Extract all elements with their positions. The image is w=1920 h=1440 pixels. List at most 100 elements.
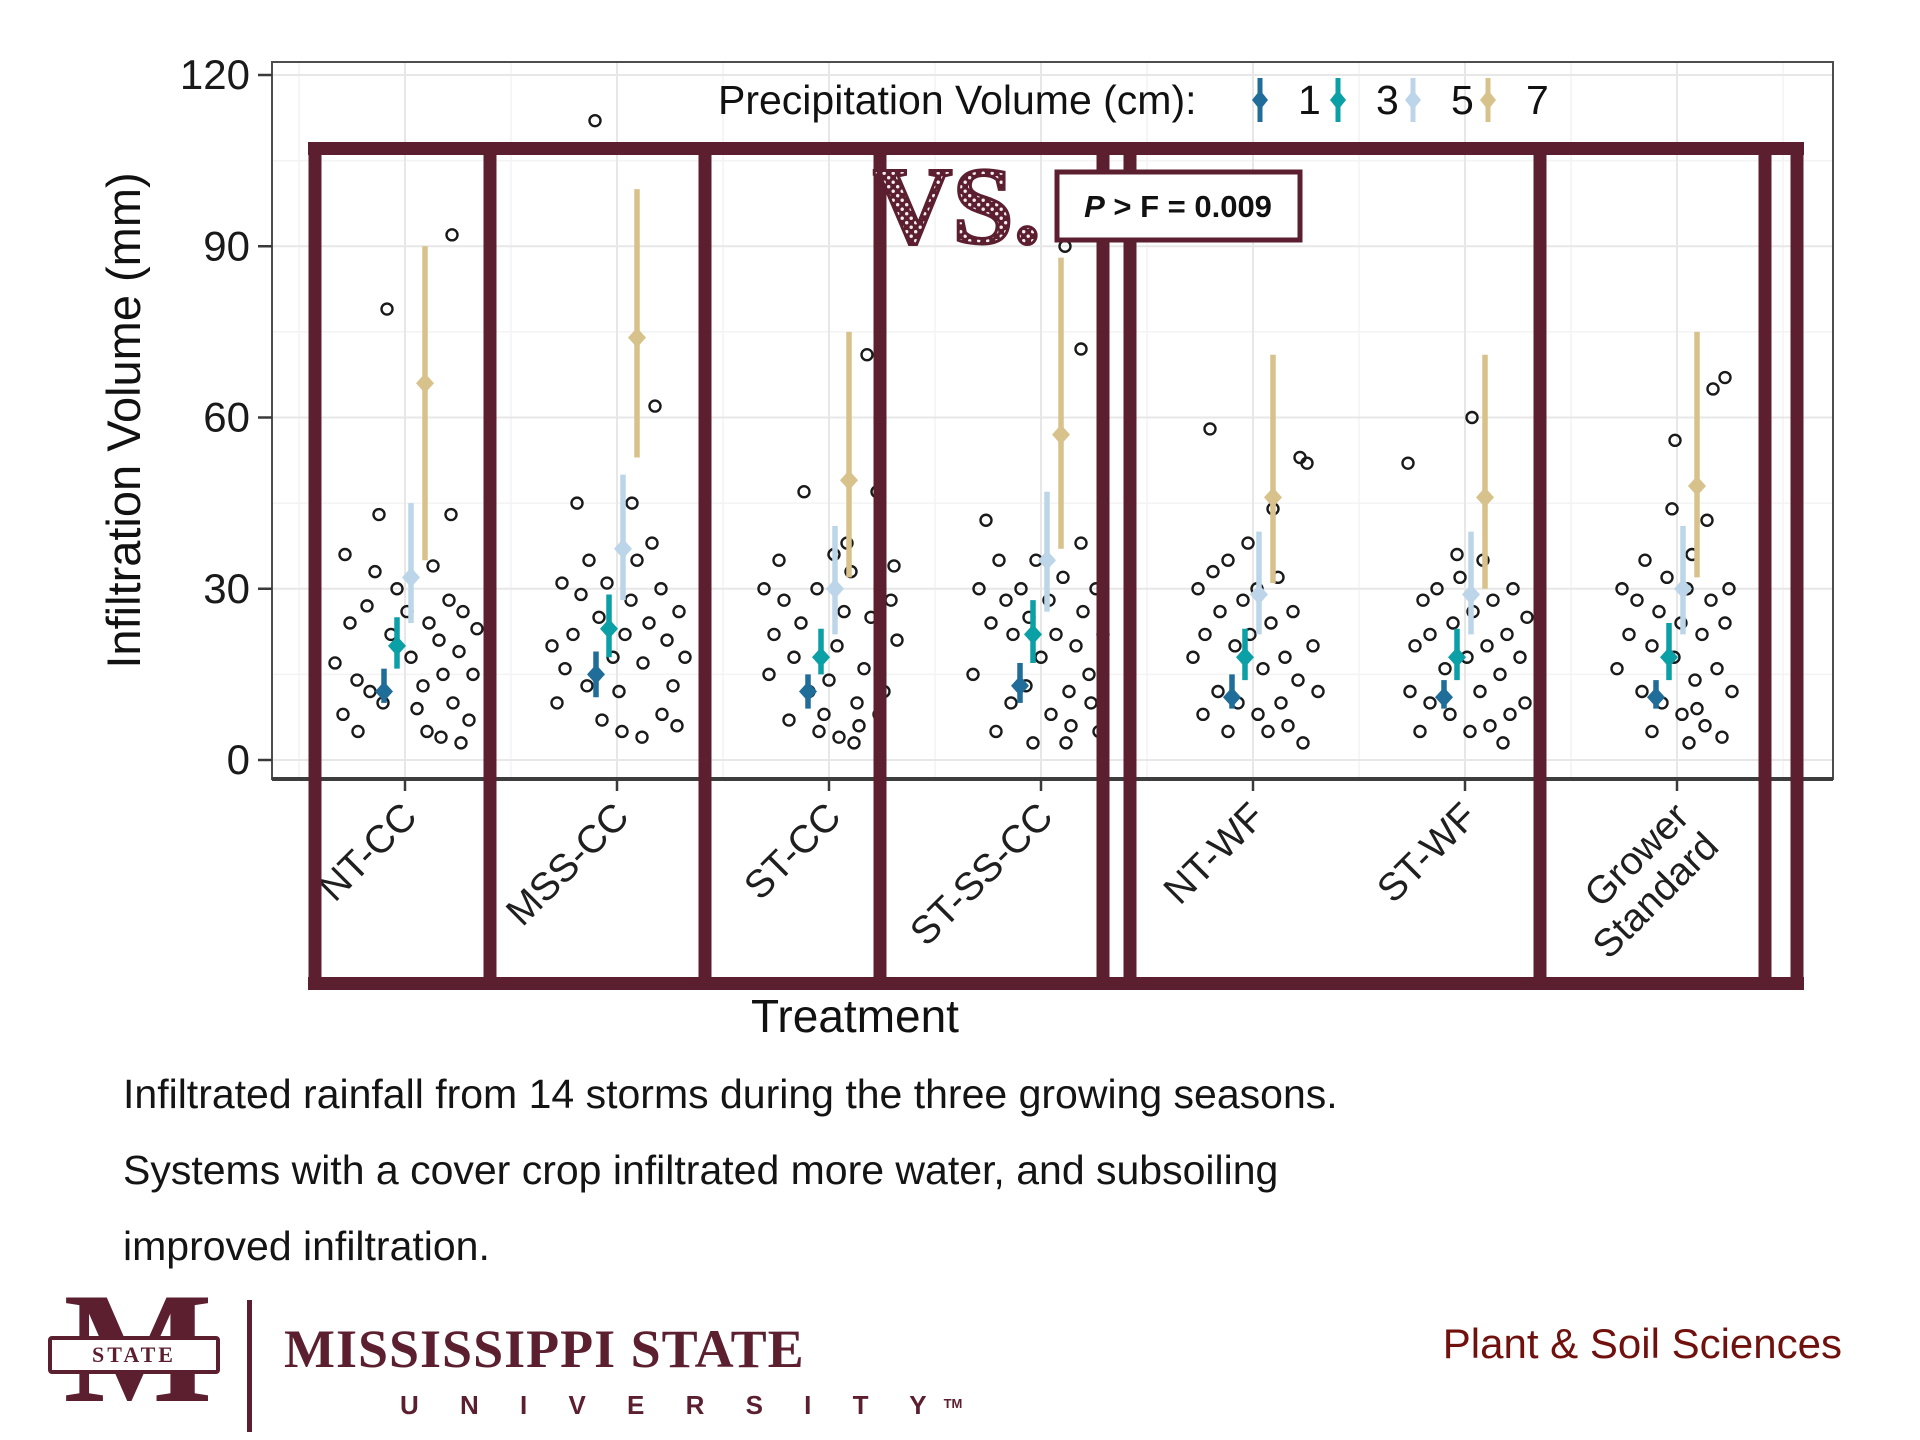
- observation-point: [655, 707, 669, 722]
- observation-point: [1062, 684, 1076, 699]
- observation-point: [1423, 696, 1437, 710]
- legend-item-label: 3: [1376, 77, 1399, 123]
- observation-point: [1311, 684, 1325, 699]
- overlay-vertical-bar: [1533, 142, 1547, 990]
- pointrange-ST-SS-CC-precip-7: [1052, 257, 1070, 549]
- x-tick-label: NT-WF: [1156, 795, 1274, 913]
- caption-line-3: improved infiltration.: [123, 1223, 490, 1269]
- observation-point: [979, 513, 993, 527]
- observation-point: [1622, 627, 1636, 642]
- observation-point: [989, 724, 1003, 739]
- observation-point: [1430, 582, 1444, 596]
- x-tick-label: ST-WF: [1369, 795, 1485, 911]
- y-tick-label: 120: [180, 51, 250, 98]
- observation-point: [1635, 684, 1649, 699]
- observation-point: [612, 684, 626, 699]
- observation-point: [817, 707, 831, 722]
- observation-point: [1059, 736, 1073, 750]
- observation-point: [416, 679, 430, 693]
- observation-point: [566, 627, 580, 642]
- observation-point: [1084, 696, 1098, 710]
- observation-point: [860, 348, 874, 362]
- observation-point: [767, 627, 781, 642]
- pointrange-ST-WF-precip-3: [1448, 628, 1466, 681]
- observation-point: [380, 302, 394, 316]
- legend-item-label: 7: [1526, 77, 1549, 123]
- observation-point: [1513, 650, 1527, 664]
- x-tick-label: MSS-CC: [498, 795, 637, 934]
- observation-point: [1463, 724, 1477, 739]
- observation-point: [1026, 736, 1040, 750]
- y-tick-label: 90: [203, 222, 250, 269]
- observation-point: [635, 730, 649, 744]
- x-tick-label: ST-SS-CC: [902, 795, 1061, 954]
- x-axis: NT-CC MSS-CC ST-CC ST-SS-CC NT-WF ST-WF Grower…: [272, 777, 1833, 1042]
- observation-point: [645, 536, 659, 550]
- legend-item-7: 7: [1480, 77, 1549, 123]
- pointrange-ST-WF-precip-5: [1462, 531, 1480, 635]
- observation-point: [1438, 661, 1452, 676]
- observation-point: [1213, 604, 1227, 619]
- observation-point: [582, 553, 596, 567]
- observation-point: [1698, 719, 1712, 733]
- legend-diamond-icon: [1405, 90, 1421, 110]
- observation-point: [1256, 661, 1270, 676]
- observation-point: [670, 719, 684, 733]
- observation-point: [1520, 610, 1534, 624]
- observation-point: [328, 656, 342, 670]
- observation-point: [470, 622, 484, 636]
- pointrange-ST-CC-precip-3: [812, 628, 830, 675]
- observation-point: [984, 616, 998, 630]
- observation-point: [446, 696, 460, 710]
- observation-point: [884, 593, 898, 607]
- trademark: TM: [943, 1396, 963, 1411]
- pointrange-ST-SS-CC-precip-3: [1024, 600, 1042, 663]
- legend: Precipitation Volume (cm): 1 3 5 7: [718, 77, 1549, 123]
- pointrange-Grower-Standard-precip-7: [1688, 331, 1706, 578]
- observation-point: [625, 496, 639, 510]
- pointrange-ST-CC-precip-5: [826, 525, 844, 635]
- observation-point: [1615, 582, 1629, 596]
- observation-point: [1450, 547, 1464, 562]
- points-ST-SS-CC: [966, 239, 1110, 750]
- pointrange-ST-SS-CC-precip-1: [1011, 662, 1029, 703]
- observation-point: [1710, 661, 1724, 676]
- observation-point: [600, 576, 614, 590]
- observation-point: [1014, 582, 1028, 596]
- observation-point: [1630, 593, 1644, 607]
- observation-point: [1069, 639, 1083, 653]
- observation-point: [618, 627, 632, 642]
- observation-point: [1251, 707, 1265, 722]
- legend-item-5: 5: [1405, 77, 1474, 123]
- overlay-vertical-bar: [1123, 142, 1137, 990]
- observation-point: [1300, 456, 1314, 470]
- observation-point: [1688, 673, 1702, 687]
- overlay-bottom-bar: [308, 977, 1804, 990]
- x-tick-label: NT-CC: [311, 795, 426, 910]
- observation-point: [1483, 719, 1497, 733]
- observation-point: [1416, 593, 1430, 607]
- overlay-vertical-bar: [308, 142, 322, 990]
- y-tick-label: 0: [227, 736, 250, 783]
- observation-point: [1006, 627, 1020, 642]
- observation-point: [1493, 667, 1507, 682]
- legend-title: Precipitation Volume (cm):: [718, 77, 1197, 123]
- observation-point: [1264, 616, 1278, 630]
- observation-point: [1236, 593, 1250, 607]
- observation-point: [1665, 502, 1679, 516]
- caption: Infiltrated rainfall from 14 storms duri…: [123, 1056, 1463, 1284]
- observation-point: [1221, 553, 1235, 567]
- observation-point: [1241, 536, 1255, 550]
- legend-diamond-icon: [1252, 90, 1268, 110]
- observation-point: [1196, 707, 1210, 722]
- observation-point: [782, 713, 796, 727]
- gridlines-major: [272, 62, 1833, 779]
- footer-divider: [247, 1300, 252, 1432]
- observation-point: [1206, 564, 1220, 579]
- overlay-top-bar: [308, 142, 1804, 155]
- pointrange-ST-WF-precip-1: [1435, 680, 1453, 709]
- vs-label: VS.: [873, 145, 1041, 267]
- pointrange-ST-SS-CC-precip-5: [1038, 491, 1056, 612]
- observation-point: [636, 656, 650, 670]
- observation-point: [1413, 724, 1427, 739]
